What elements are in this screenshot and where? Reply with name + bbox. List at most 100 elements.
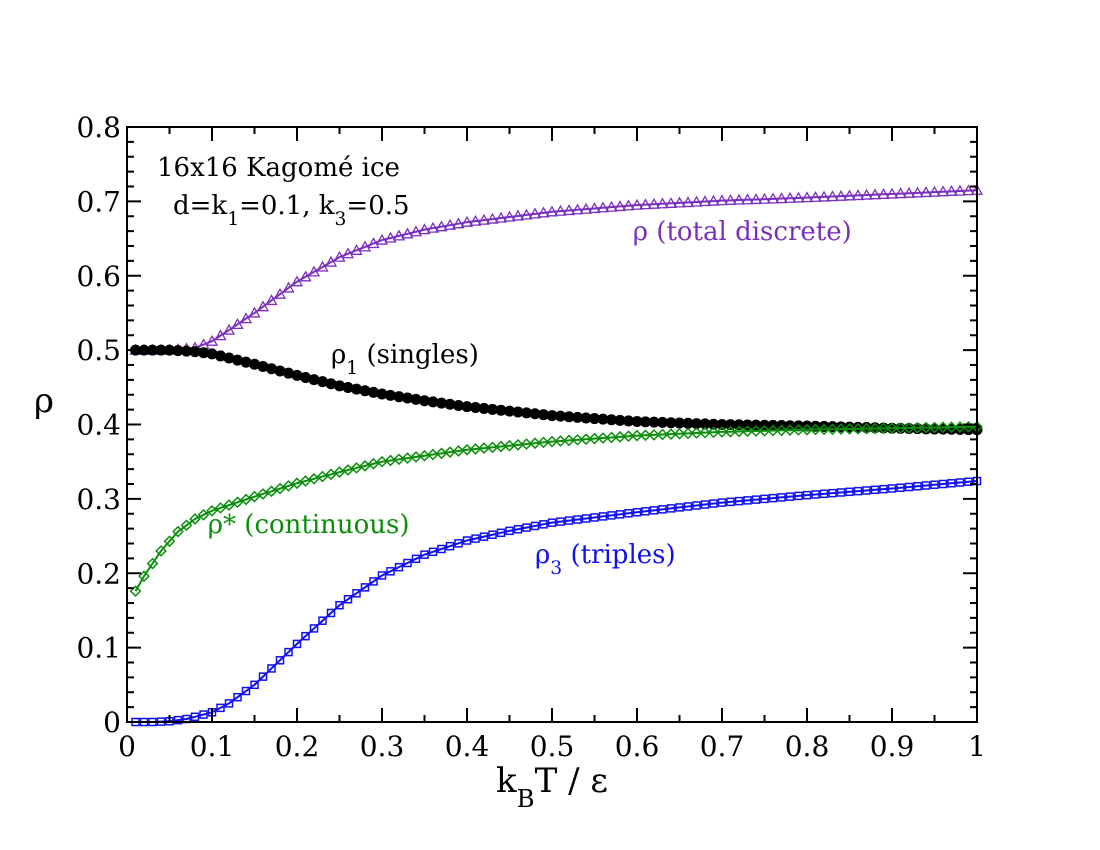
triples-marker — [343, 595, 353, 604]
total-marker — [945, 184, 958, 196]
total-marker — [469, 214, 482, 226]
triples-marker — [709, 499, 718, 508]
triples-marker — [267, 664, 276, 673]
series-label-singles-part: 1 — [346, 357, 358, 378]
continuous-marker — [945, 421, 958, 434]
triples-marker — [420, 550, 429, 559]
continuous-marker — [928, 421, 941, 434]
total-marker — [545, 205, 559, 217]
continuous-marker — [741, 425, 754, 438]
triples-marker — [428, 547, 438, 557]
total-marker — [724, 193, 737, 205]
triples-marker — [921, 481, 931, 490]
continuous-marker — [274, 482, 286, 495]
total-marker — [503, 210, 516, 222]
total-marker — [758, 192, 771, 204]
continuous-marker — [172, 525, 184, 538]
triples-marker — [794, 491, 803, 501]
continuous-marker — [605, 431, 618, 444]
continuous-marker — [699, 426, 711, 439]
total-marker — [248, 306, 261, 318]
triples-marker — [360, 583, 370, 592]
x-tick-label: 0.7 — [700, 730, 745, 763]
continuous-marker — [503, 439, 516, 452]
tick-layer: 0 0.1 0.2 0.3 0.4 0.5 0.6 0.7 0.8 0.9 1 0 0.1 0.2 0.3 0… — [76, 111, 985, 763]
continuous-marker — [138, 570, 150, 583]
label-layer: ρ (total discrete)ρ1 (singles)ρ* (contin… — [34, 153, 852, 813]
total-marker — [316, 260, 329, 272]
total-marker — [494, 211, 508, 223]
total-marker — [673, 196, 686, 208]
triples-marker — [437, 544, 446, 554]
series-label-singles: ρ1 (singles) — [331, 340, 479, 379]
continuous-marker — [903, 422, 915, 434]
continuous-marker — [495, 440, 507, 453]
continuous-marker — [758, 424, 771, 437]
continuous-marker — [461, 443, 473, 456]
continuous-marker — [223, 499, 235, 511]
total-marker — [460, 215, 474, 227]
total-marker — [588, 202, 601, 214]
series-total — [129, 183, 984, 355]
triples-marker — [292, 639, 302, 649]
x-tick-label: 0 — [118, 730, 136, 763]
continuous-marker — [265, 485, 278, 498]
x-tick-label: 0.9 — [870, 730, 915, 763]
triples-marker — [233, 692, 242, 702]
triples-marker — [479, 532, 489, 541]
triples-marker — [785, 492, 795, 501]
continuous-marker — [869, 422, 881, 435]
total-marker — [537, 206, 550, 218]
y-tick-label: 0.2 — [76, 557, 121, 590]
continuous-marker — [937, 421, 949, 434]
total-marker — [528, 207, 542, 219]
continuous-marker — [486, 441, 499, 454]
total-marker — [222, 323, 236, 335]
total-marker — [928, 185, 941, 197]
total-marker — [299, 270, 312, 282]
triples-marker — [845, 487, 854, 497]
total-marker — [851, 189, 865, 201]
series-label-continuous: ρ* (continuous) — [208, 510, 410, 540]
triples-marker — [615, 510, 625, 519]
series-label-continuous-part: ρ* (continuous) — [208, 510, 410, 540]
total-marker — [520, 208, 533, 220]
triples-marker — [726, 497, 735, 507]
total-marker — [375, 233, 389, 245]
info-box-line2-part: 1 — [227, 209, 239, 230]
triples-marker — [658, 505, 667, 514]
total-marker — [214, 329, 227, 341]
triples-marker — [556, 517, 565, 526]
total-marker — [639, 198, 652, 210]
x-axis-label-part: T / ε — [535, 761, 608, 801]
continuous-marker — [818, 423, 830, 436]
triples-marker — [564, 516, 574, 525]
x-tick-label: 1 — [968, 730, 986, 763]
total-marker — [817, 190, 831, 202]
continuous-marker — [537, 436, 550, 449]
continuous-marker — [554, 435, 567, 447]
continuous-marker — [189, 513, 201, 525]
triples-marker — [717, 498, 727, 507]
triples-marker — [632, 508, 642, 517]
series-label-triples-part: ρ — [535, 540, 550, 570]
continuous-marker — [257, 488, 269, 500]
total-marker — [715, 194, 729, 206]
series-label-singles-part: (singles) — [358, 340, 479, 370]
triples-marker — [258, 672, 268, 681]
continuous-marker — [325, 468, 337, 481]
total-marker — [596, 201, 610, 213]
x-axis-label-part: B — [517, 784, 535, 813]
y-tick-label: 0.3 — [76, 483, 121, 516]
continuous-marker — [784, 424, 796, 437]
total-marker — [732, 193, 746, 205]
total-marker — [333, 250, 346, 262]
total-marker — [350, 243, 363, 255]
continuous-marker — [733, 425, 745, 438]
continuous-marker — [775, 424, 788, 437]
triples-marker — [199, 710, 208, 719]
total-marker — [435, 220, 448, 232]
total-marker — [766, 192, 780, 204]
total-marker — [775, 192, 788, 204]
total-marker — [868, 188, 882, 200]
